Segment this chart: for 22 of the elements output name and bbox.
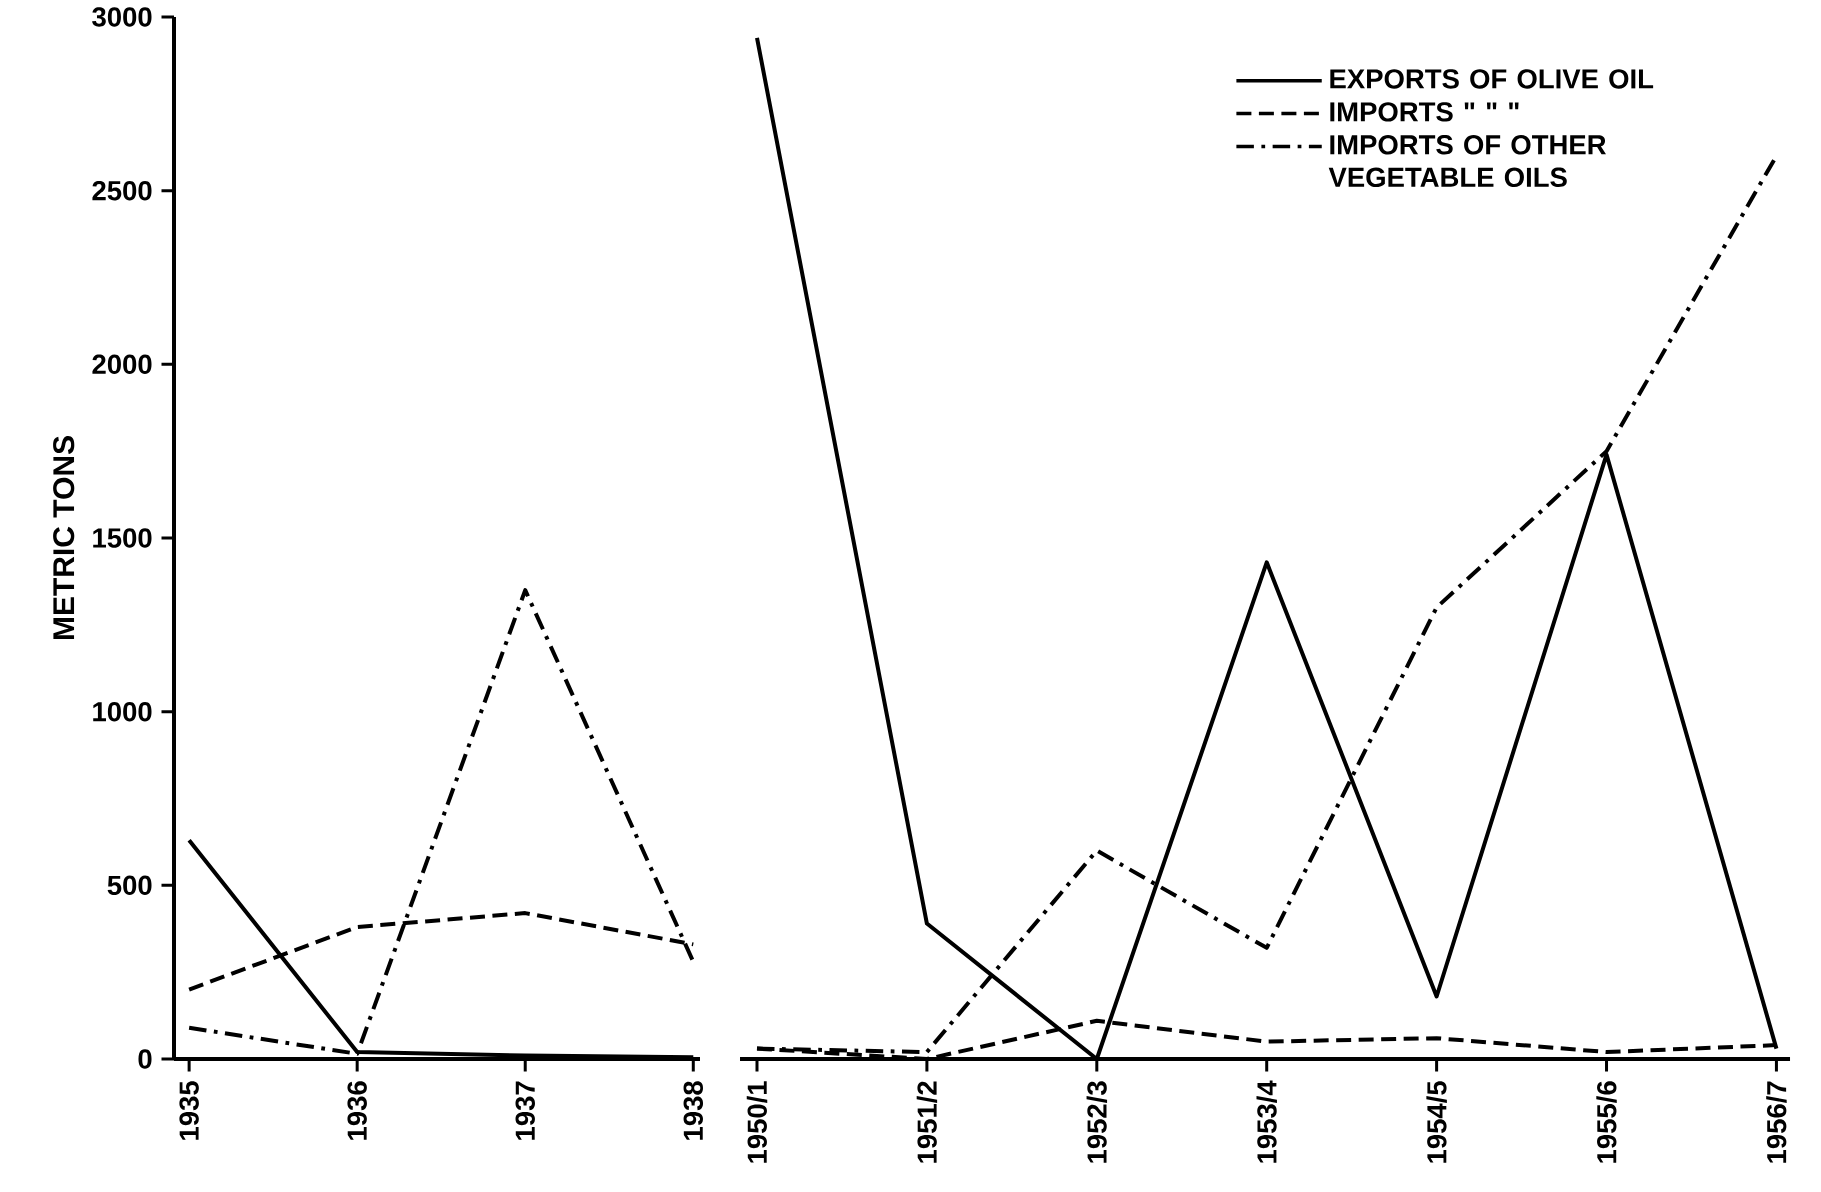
- x-tick-label: 1950/1: [746, 1081, 768, 1163]
- y-axis-title: METRIC TONS: [53, 436, 75, 640]
- x-tick-label: 1956/7: [1766, 1081, 1787, 1163]
- y-tick-label: 500: [107, 875, 152, 896]
- x-tick-label: 1935: [179, 1081, 199, 1140]
- x-tick-label: 1938: [683, 1081, 704, 1140]
- legend-label: IMPORTS " " ": [1330, 102, 1519, 122]
- x-tick-label: 1954/5: [1426, 1081, 1447, 1163]
- y-tick-label: 1000: [93, 701, 152, 722]
- x-tick-label: 1953/4: [1256, 1080, 1277, 1163]
- x-tick-label: 1955/6: [1596, 1081, 1617, 1163]
- y-tick-label: 1500: [93, 528, 152, 548]
- x-tick-label: 1951/2: [916, 1081, 938, 1163]
- y-tick-label: 0: [138, 1049, 152, 1069]
- x-tick-label: 1936: [347, 1081, 367, 1140]
- x-tick-label: 1952/3: [1086, 1081, 1108, 1163]
- y-tick-label: 3000: [92, 7, 152, 27]
- legend-label: IMPORTS OF OTHER VEGETABLE OILS: [1328, 135, 1606, 188]
- y-tick-label: 2000: [92, 354, 152, 375]
- legend-label: EXPORTS OF OLIVE OIL: [1330, 69, 1654, 89]
- y-tick-label: 2500: [92, 180, 152, 201]
- x-tick-label: 1937: [515, 1081, 535, 1140]
